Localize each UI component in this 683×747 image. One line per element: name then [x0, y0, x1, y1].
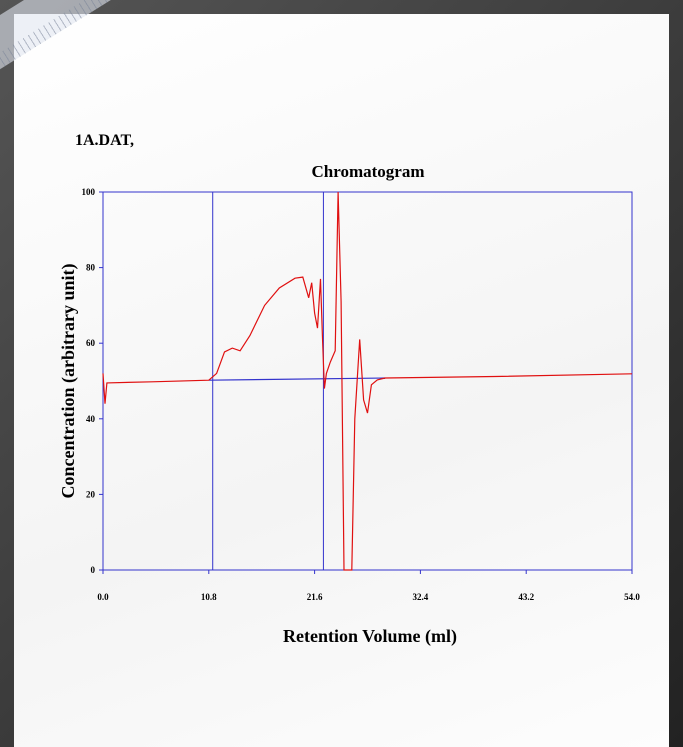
y-axis-label: Concentration (arbitrary unit) — [58, 264, 79, 499]
y-tick-label: 60 — [86, 338, 96, 348]
y-tick-label: 100 — [82, 187, 96, 197]
y-tick-label: 40 — [86, 414, 96, 424]
chart-title: Chromatogram — [312, 162, 425, 181]
x-tick-label: 10.8 — [201, 592, 217, 602]
x-axis-label: Retention Volume (ml) — [283, 626, 457, 647]
x-tick-label: 43.2 — [518, 592, 534, 602]
file-label: 1A.DAT, — [75, 132, 134, 149]
y-tick-label: 20 — [86, 489, 96, 499]
data-line — [208, 377, 386, 381]
data-line — [102, 191, 633, 571]
y-tick-label: 0 — [91, 565, 96, 575]
x-tick-label: 54.0 — [624, 592, 640, 602]
x-tick-label: 0.0 — [97, 592, 109, 602]
x-tick-label: 21.6 — [307, 592, 323, 602]
y-tick-label: 80 — [86, 263, 96, 273]
x-tick-label: 32.4 — [413, 592, 429, 602]
